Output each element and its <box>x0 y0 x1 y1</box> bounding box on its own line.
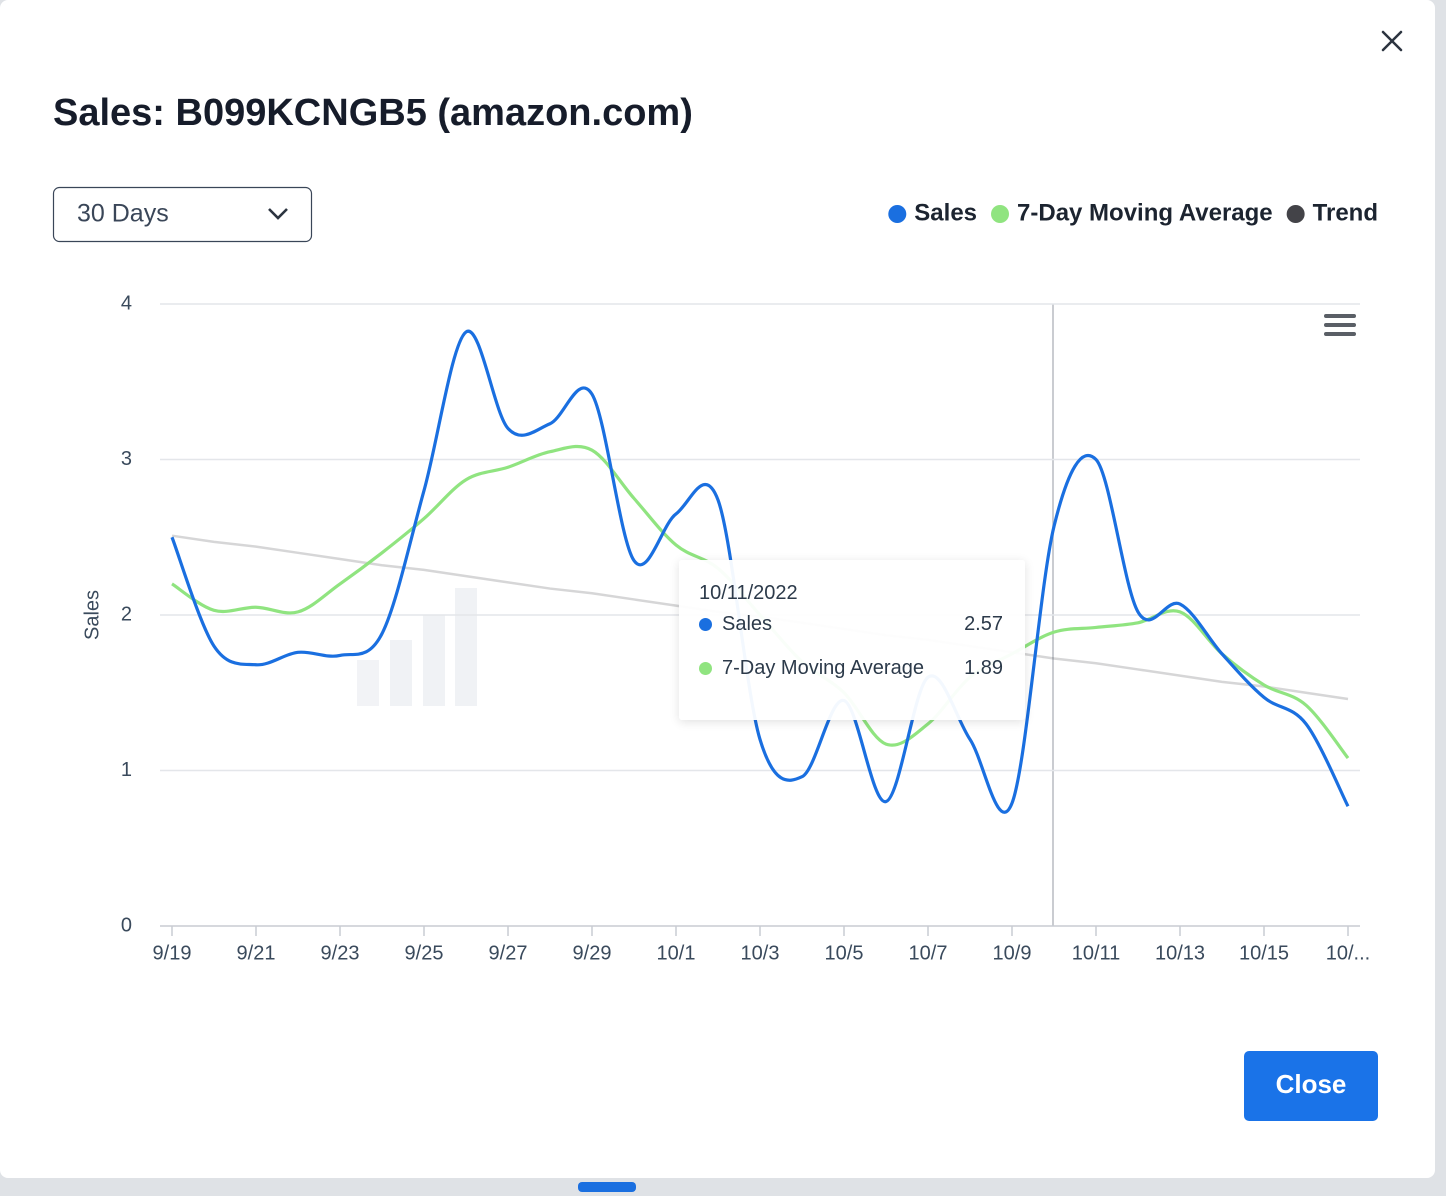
x-tick-label: 10/7 <box>909 942 948 964</box>
close-button[interactable]: Close <box>1244 1051 1378 1121</box>
title: Sales: B099KCNGB5 (amazon.com) <box>53 92 693 134</box>
legend-label: Sales <box>914 199 977 226</box>
tooltip-value: 1.89 <box>964 657 1003 679</box>
x-tick-label: 9/29 <box>573 942 612 964</box>
tooltip-series: Sales <box>722 613 773 635</box>
y-tick-label: 0 <box>121 914 132 936</box>
chart-menu[interactable] <box>1324 314 1356 336</box>
x-tick-label: 9/21 <box>237 942 276 964</box>
legend-dot <box>991 205 1010 223</box>
x-tick-label: 9/23 <box>321 942 360 964</box>
tooltip-row: 7-Day Moving Average 1.89 <box>699 657 1003 681</box>
range-dropdown[interactable]: 30 Days <box>52 186 313 243</box>
y-axis-label: Sales <box>81 590 103 640</box>
x-tick-label: 10/3 <box>741 942 780 964</box>
close-icon[interactable] <box>1381 30 1403 52</box>
tooltip: 10/11/2022 Sales 2.57 7-Day Moving Averag… <box>679 560 1025 720</box>
tooltip-value: 2.57 <box>964 613 1003 635</box>
x-tick-label: 10/5 <box>825 942 864 964</box>
x-tick-label: 9/19 <box>153 942 192 964</box>
legend-label: 7-Day Moving Average <box>1017 199 1273 226</box>
x-tick-label: 10/9 <box>993 942 1032 964</box>
x-tick-label: 10/... <box>1326 942 1370 964</box>
tooltip-dot <box>699 618 712 632</box>
close-button-label: Close <box>1276 1069 1347 1099</box>
x-tick-label: 10/11 <box>1072 942 1121 964</box>
watermark <box>357 588 477 706</box>
y-tick-label: 1 <box>121 759 132 781</box>
x-tick-label: 10/1 <box>657 942 696 964</box>
x-tick-label: 10/15 <box>1239 942 1289 964</box>
tooltip-dot <box>699 662 712 676</box>
tooltip-row: Sales 2.57 <box>699 613 1003 637</box>
legend-item[interactable]: 7-Day Moving Average <box>991 199 1273 226</box>
legend-label: Trend <box>1313 199 1378 226</box>
y-tick-label: 2 <box>121 603 132 625</box>
x-tick-label: 9/25 <box>405 942 444 964</box>
tooltip-date: 10/11/2022 <box>699 582 798 604</box>
legend-dot <box>888 205 907 223</box>
legend-item[interactable]: Sales <box>888 199 977 226</box>
series-line <box>170 329 1350 814</box>
x-tick-label: 10/13 <box>1155 942 1205 964</box>
legend: Sales 7-Day Moving Average Trend <box>888 199 1378 226</box>
legend-item[interactable]: Trend <box>1286 199 1378 226</box>
dropdown-label: 30 Days <box>77 200 169 228</box>
y-tick-label: 3 <box>121 448 132 470</box>
page-indicator <box>578 1182 636 1192</box>
x-tick-label: 9/27 <box>489 942 528 964</box>
y-tick-label: 4 <box>121 292 132 314</box>
legend-dot <box>1286 205 1305 223</box>
tooltip-series: 7-Day Moving Average <box>722 657 924 679</box>
